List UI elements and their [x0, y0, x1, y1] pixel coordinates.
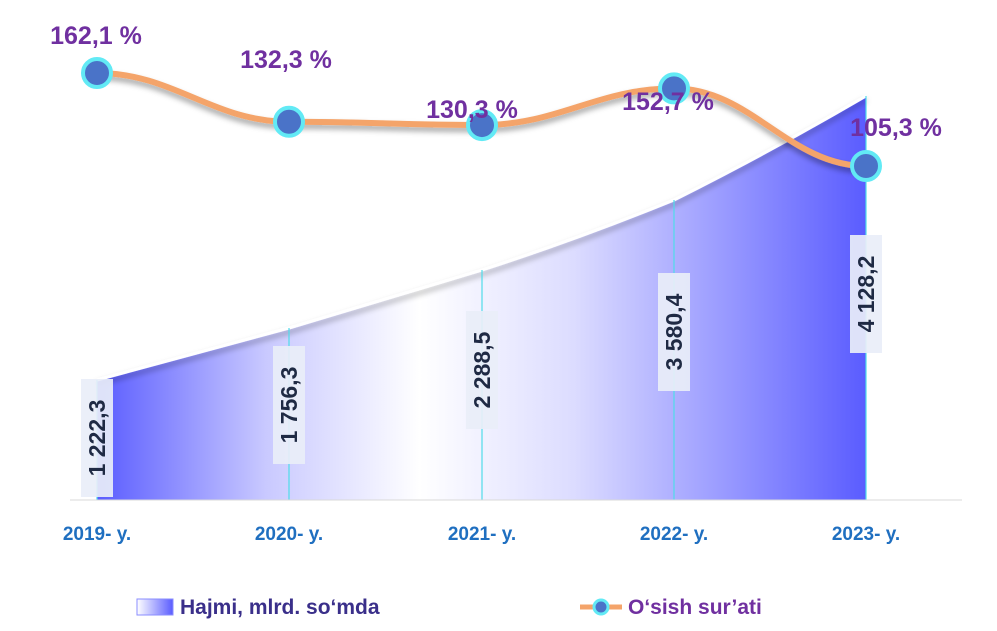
x-tick-label: 2022- y.: [640, 524, 708, 545]
percent-label: 132,3 %: [240, 46, 332, 74]
legend-area-swatch: [136, 598, 174, 616]
percent-labels: 162,1 % 132,3 % 130,3 % 152,7 % 105,3 %: [50, 22, 942, 142]
value-label-text: 4 128,2: [853, 256, 879, 333]
value-label-text: 2 288,5: [469, 331, 495, 408]
value-label: 3 580,4: [658, 273, 690, 391]
legend-area-label: Hajmi, mlrd. so‘mda: [180, 596, 380, 619]
line-marker: [850, 150, 882, 182]
percent-label: 105,3 %: [850, 114, 942, 142]
value-label-bg: [273, 346, 305, 464]
value-label-bg: [81, 379, 113, 497]
value-label: 1 756,3: [273, 346, 305, 464]
line-markers: [81, 57, 882, 182]
value-label-bg: [466, 311, 498, 429]
value-labels: 1 222,3 1 756,3 2 288,5 3 580,4 4 128,2: [81, 235, 882, 497]
value-label: 1 222,3: [81, 379, 113, 497]
line-marker: [466, 109, 498, 142]
legend-line-label: O‘sish sur’ati: [628, 596, 762, 619]
value-label-text: 1 222,3: [84, 400, 110, 477]
x-tick-label: 2019- y.: [63, 524, 131, 545]
value-label: 4 128,2: [850, 235, 882, 353]
legend: Hajmi, mlrd. so‘mda O‘sish sur’ati: [136, 596, 762, 619]
x-tick-label: 2023- y.: [832, 524, 900, 545]
x-tick-labels: 2019- y. 2020- y. 2021- y. 2022- y. 2023- y.: [63, 524, 900, 545]
percent-label: 162,1 %: [50, 22, 142, 50]
value-label-text: 3 580,4: [661, 293, 687, 370]
value-label-bg: [850, 235, 882, 353]
line-marker: [658, 72, 690, 105]
value-label: 2 288,5: [466, 311, 498, 429]
line-marker: [273, 105, 305, 138]
x-tick-label: 2020- y.: [255, 524, 323, 545]
value-label-bg: [658, 273, 690, 391]
value-label-text: 1 756,3: [276, 367, 302, 444]
percent-label: 152,7 %: [622, 88, 714, 116]
line-marker: [81, 57, 113, 89]
x-tick-label: 2021- y.: [448, 524, 516, 545]
percent-label: 130,3 %: [426, 96, 518, 124]
legend-line-marker: [592, 598, 610, 616]
